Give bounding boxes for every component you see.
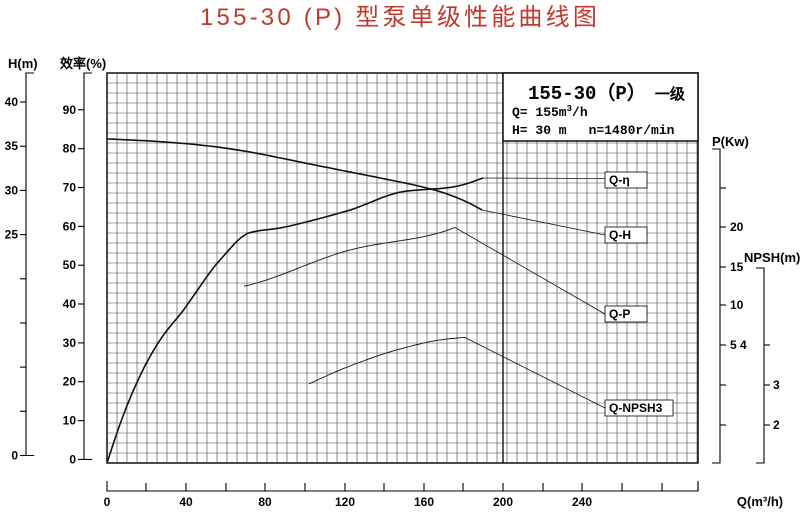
svg-text:0: 0 (11, 449, 18, 463)
svg-text:35: 35 (5, 139, 19, 153)
svg-text:200: 200 (493, 495, 513, 509)
svg-text:160: 160 (414, 495, 434, 509)
svg-text:30: 30 (63, 336, 77, 350)
svg-text:Q-NPSH3: Q-NPSH3 (609, 401, 663, 415)
svg-text:25: 25 (5, 228, 19, 242)
svg-text:3: 3 (773, 378, 780, 392)
svg-text:120: 120 (335, 495, 355, 509)
svg-text:20: 20 (63, 375, 77, 389)
svg-text:240: 240 (572, 495, 592, 509)
svg-text:NPSH(m): NPSH(m) (744, 250, 800, 265)
svg-text:40: 40 (179, 495, 193, 509)
svg-text:2: 2 (773, 418, 780, 432)
svg-text:15: 15 (730, 260, 744, 274)
svg-text:20: 20 (730, 220, 744, 234)
svg-text:40: 40 (5, 95, 19, 109)
svg-text:Q-P: Q-P (609, 307, 630, 321)
svg-text:40: 40 (63, 297, 77, 311)
svg-text:Q-H: Q-H (609, 228, 631, 242)
svg-text:90: 90 (63, 103, 77, 117)
svg-text:0: 0 (69, 452, 76, 466)
svg-text:Q-η: Q-η (609, 173, 630, 187)
svg-text:0: 0 (104, 495, 111, 509)
svg-text:H(m): H(m) (8, 56, 38, 71)
svg-text:效率(%): 效率(%) (60, 56, 106, 71)
svg-text:155-30 (P) 型泵单级性能曲线图: 155-30 (P) 型泵单级性能曲线图 (200, 4, 600, 31)
svg-text:5: 5 (730, 338, 737, 352)
svg-text:Q= 155m3/h: Q= 155m3/h (512, 104, 588, 120)
svg-text:Q(m³/h): Q(m³/h) (737, 494, 783, 509)
svg-text:70: 70 (63, 181, 77, 195)
svg-text:10: 10 (63, 414, 77, 428)
svg-text:4: 4 (740, 338, 747, 352)
svg-text:10: 10 (730, 298, 744, 312)
svg-text:80: 80 (258, 495, 272, 509)
svg-text:P(Kw): P(Kw) (712, 134, 749, 149)
svg-text:80: 80 (63, 142, 77, 156)
svg-text:50: 50 (63, 258, 77, 272)
svg-text:30: 30 (5, 183, 19, 197)
svg-text:H= 30 mn=1480r/min: H= 30 m n=1480r/min (512, 123, 675, 138)
svg-text:60: 60 (63, 219, 77, 233)
